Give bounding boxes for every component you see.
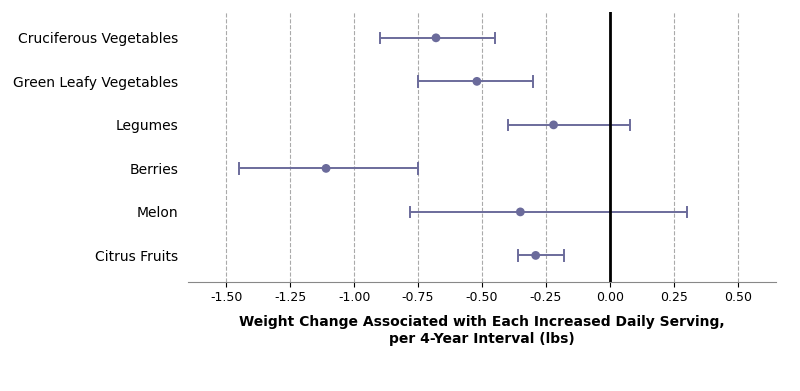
Point <box>514 209 526 215</box>
Point <box>470 78 483 84</box>
Point <box>547 122 560 128</box>
X-axis label: Weight Change Associated with Each Increased Daily Serving,
per 4-Year Interval : Weight Change Associated with Each Incre… <box>239 316 725 346</box>
Point <box>320 165 333 172</box>
Point <box>430 35 442 41</box>
Point <box>530 252 542 258</box>
